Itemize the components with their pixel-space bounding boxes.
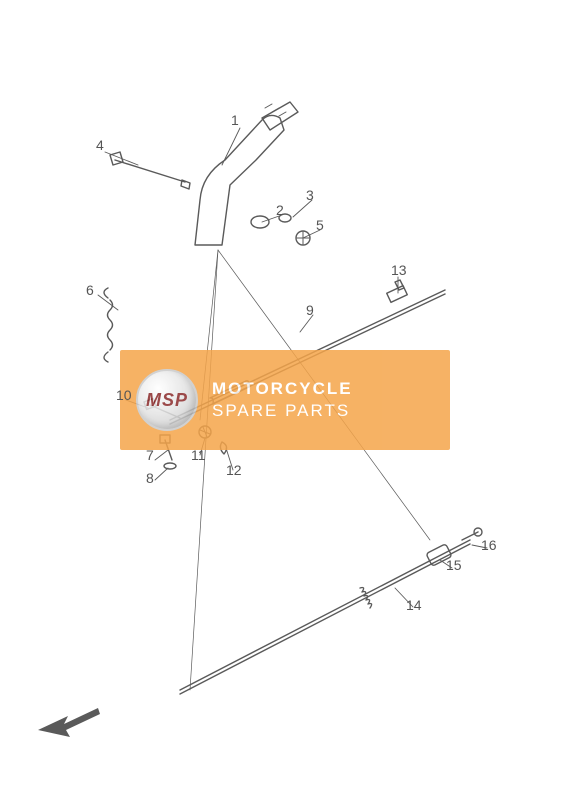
- callout-12: 12: [226, 462, 242, 478]
- watermark-line2: SPARE PARTS: [212, 400, 353, 422]
- callout-4: 4: [96, 137, 104, 153]
- watermark-text: MOTORCYCLE SPARE PARTS: [212, 378, 353, 422]
- callout-5: 5: [316, 217, 324, 233]
- callout-9: 9: [306, 302, 314, 318]
- watermark-line1: MOTORCYCLE: [212, 378, 353, 400]
- badge-text: MSP: [146, 390, 188, 411]
- callout-1: 1: [231, 112, 239, 128]
- callout-15: 15: [446, 557, 462, 573]
- callout-14: 14: [406, 597, 422, 613]
- parts-diagram: MSP MOTORCYCLE SPARE PARTS 1234567891011…: [0, 0, 567, 800]
- callout-6: 6: [86, 282, 94, 298]
- callout-11: 11: [191, 447, 206, 463]
- callout-3: 3: [306, 187, 314, 203]
- callout-10: 10: [116, 387, 132, 403]
- callout-13: 13: [391, 262, 407, 278]
- msp-badge-icon: MSP: [136, 369, 198, 431]
- callout-16: 16: [481, 537, 497, 553]
- callout-8: 8: [146, 470, 154, 486]
- callout-2: 2: [276, 202, 284, 218]
- watermark: MSP MOTORCYCLE SPARE PARTS: [120, 350, 450, 450]
- callout-7: 7: [146, 447, 154, 463]
